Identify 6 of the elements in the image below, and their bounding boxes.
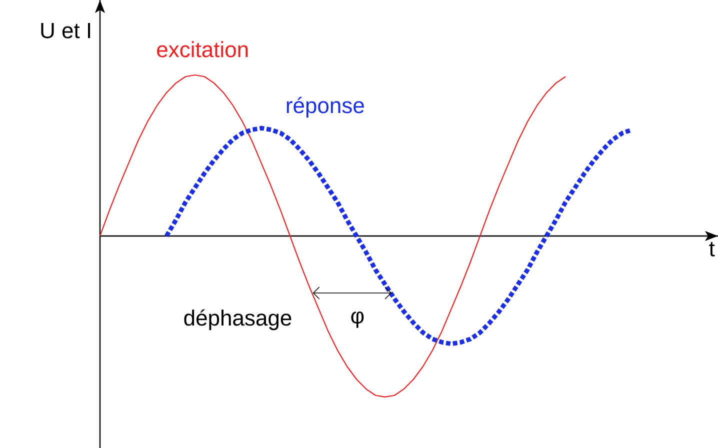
series-label: excitation (157, 41, 248, 58)
y-axis-title: U et I (41, 22, 90, 38)
annotation: déphasage (184, 309, 292, 330)
series-label: réponse (286, 96, 364, 118)
x-axis-title: t (709, 242, 715, 256)
annotation: φ (351, 311, 364, 328)
